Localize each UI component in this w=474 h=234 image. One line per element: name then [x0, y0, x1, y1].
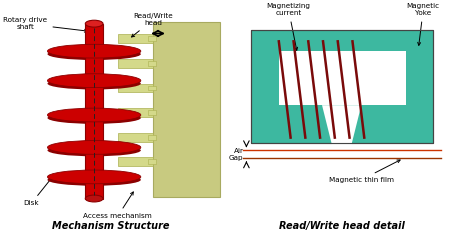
Text: Magnetizing
current: Magnetizing current — [267, 4, 310, 50]
Bar — [148, 86, 156, 91]
Bar — [148, 37, 156, 41]
Text: Magnetic
Yoke: Magnetic Yoke — [407, 4, 440, 45]
Ellipse shape — [47, 112, 141, 124]
Text: Rotary drive
shaft: Rotary drive shaft — [3, 17, 87, 32]
Bar — [148, 135, 156, 139]
Ellipse shape — [47, 74, 141, 88]
Ellipse shape — [85, 195, 103, 202]
Text: Read/Write head detail: Read/Write head detail — [279, 221, 405, 231]
Ellipse shape — [85, 20, 103, 27]
Ellipse shape — [47, 48, 141, 60]
Ellipse shape — [47, 144, 141, 156]
Bar — [118, 133, 153, 142]
Ellipse shape — [47, 141, 141, 154]
Ellipse shape — [47, 44, 141, 58]
Ellipse shape — [47, 78, 141, 89]
Bar — [118, 59, 153, 68]
Bar — [148, 110, 156, 115]
Text: Mechanism Structure: Mechanism Structure — [52, 221, 170, 231]
Text: Air
Gap: Air Gap — [229, 148, 244, 161]
Bar — [153, 22, 220, 197]
Bar — [118, 157, 153, 166]
Bar — [85, 24, 103, 198]
Bar — [118, 84, 153, 92]
Bar — [279, 51, 406, 105]
Bar — [118, 34, 153, 43]
Bar — [148, 61, 156, 66]
Bar — [148, 159, 156, 164]
Bar — [118, 108, 153, 117]
Text: Disk: Disk — [24, 177, 53, 206]
Ellipse shape — [47, 108, 141, 122]
Ellipse shape — [47, 174, 141, 186]
Bar — [251, 29, 433, 143]
Text: Read/Write
head: Read/Write head — [132, 13, 173, 37]
Polygon shape — [322, 105, 361, 144]
Bar — [251, 29, 433, 143]
Ellipse shape — [47, 170, 141, 184]
Text: Access mechanism: Access mechanism — [83, 192, 152, 219]
Text: Magnetic thin film: Magnetic thin film — [329, 160, 400, 183]
